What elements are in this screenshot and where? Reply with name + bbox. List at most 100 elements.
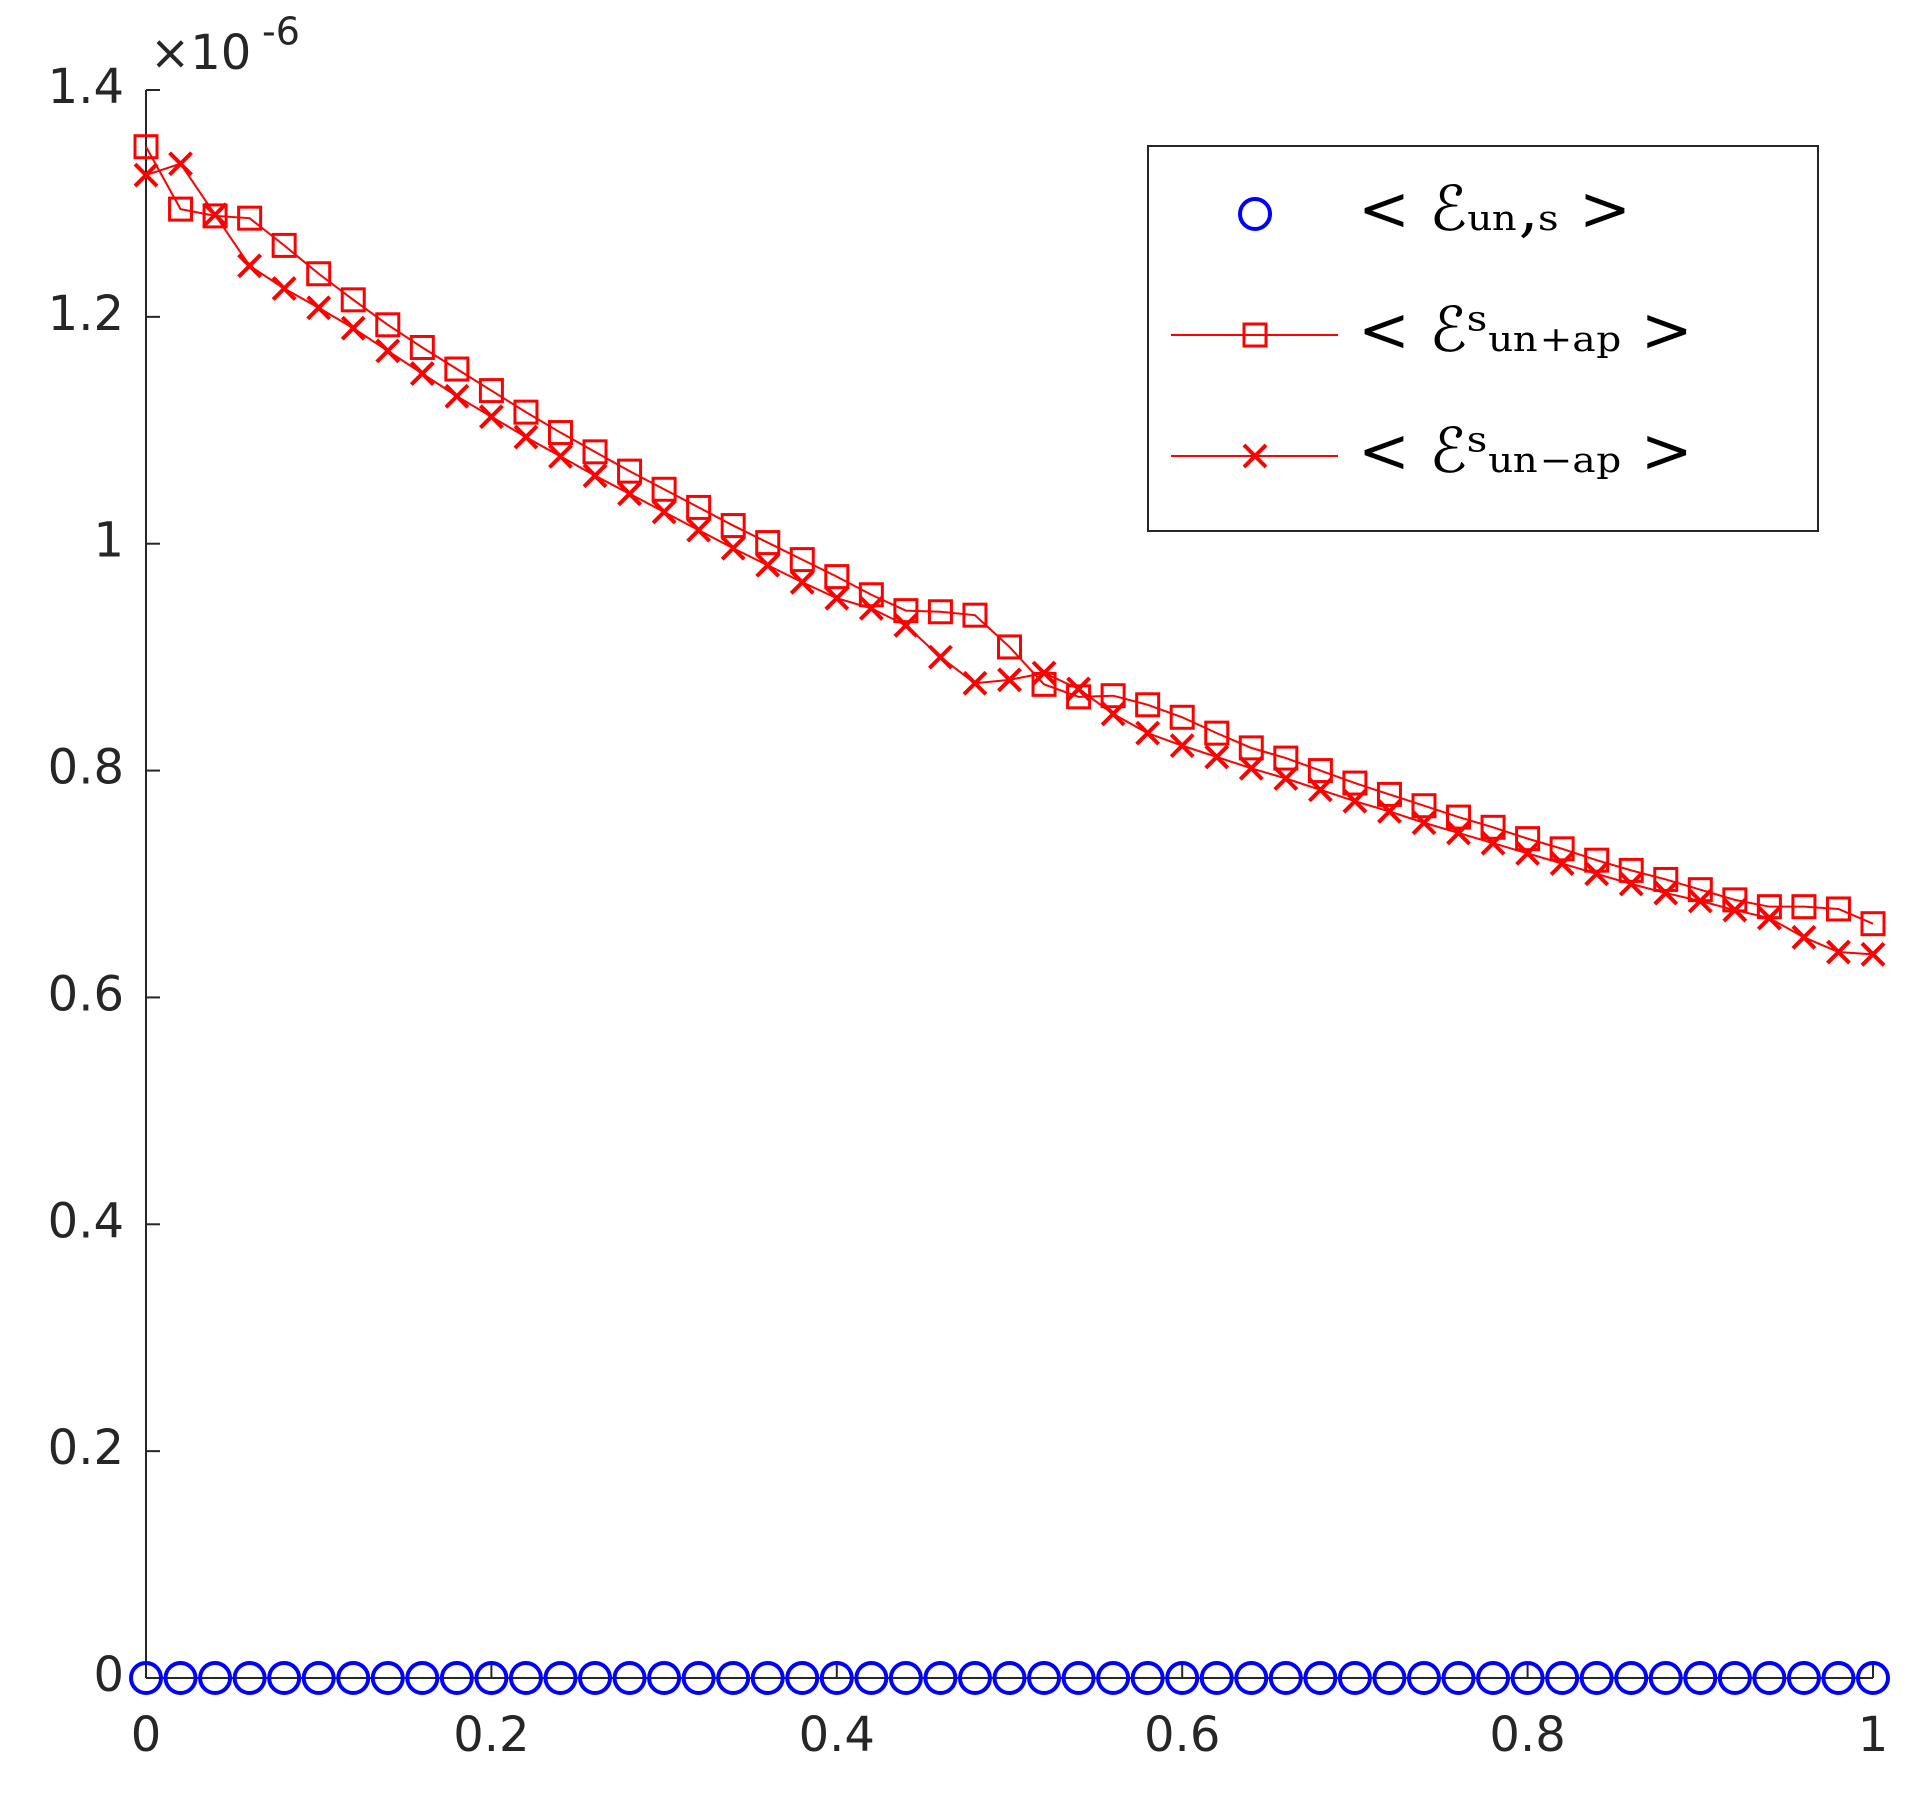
square-marker xyxy=(237,205,263,231)
circle-marker xyxy=(267,1661,302,1695)
x-marker xyxy=(444,383,470,409)
x-marker xyxy=(237,253,263,279)
x-marker xyxy=(755,552,781,578)
square-marker xyxy=(927,599,953,625)
x-marker xyxy=(1515,840,1541,866)
square-marker xyxy=(478,378,504,404)
square-marker xyxy=(1376,781,1402,807)
circle-marker xyxy=(129,1661,163,1695)
y-tick-label: 1.2 xyxy=(48,286,124,342)
circle-marker xyxy=(163,1661,198,1695)
x-marker xyxy=(1204,744,1230,770)
x-marker xyxy=(1411,810,1437,836)
circle-marker xyxy=(819,1661,854,1695)
x-marker xyxy=(409,361,435,386)
x-marker xyxy=(548,443,573,469)
square-marker xyxy=(1238,735,1264,761)
circle-marker xyxy=(1303,1661,1338,1695)
circle-marker xyxy=(1372,1661,1407,1695)
circle-marker xyxy=(1406,1661,1441,1695)
square-marker xyxy=(1242,322,1268,348)
legend-label: < ℰᵤₙ,ₛ > xyxy=(1358,172,1631,245)
circle-marker xyxy=(1476,1661,1511,1695)
square-marker xyxy=(755,530,781,556)
circle-marker xyxy=(232,1661,267,1695)
square-marker xyxy=(271,232,297,258)
circle-marker xyxy=(1856,1661,1890,1695)
x-tick-label: 1 xyxy=(1858,1707,1889,1763)
circle-marker xyxy=(1441,1661,1476,1695)
circle-marker xyxy=(750,1661,785,1695)
legend-box xyxy=(1147,145,1819,532)
x-marker xyxy=(1342,788,1368,814)
x-marker xyxy=(1687,888,1713,914)
square-marker xyxy=(547,420,573,446)
square-marker xyxy=(409,334,435,360)
legend-label: < ℰˢᵤₙ₊ₐₚ > xyxy=(1358,293,1693,366)
square-marker xyxy=(1549,836,1575,862)
x-marker xyxy=(1238,755,1264,781)
circle-marker xyxy=(370,1661,405,1695)
square-marker xyxy=(1135,692,1161,718)
square-marker xyxy=(651,476,677,502)
square-marker xyxy=(962,602,988,628)
square-marker xyxy=(513,399,539,425)
circle-marker xyxy=(992,1661,1027,1695)
square-marker xyxy=(1446,804,1472,830)
x-marker xyxy=(893,612,919,638)
square-marker xyxy=(997,634,1022,660)
y-tick-label: 1 xyxy=(93,513,124,569)
circle-marker xyxy=(1337,1661,1372,1695)
circle-marker xyxy=(957,1661,992,1695)
x-marker xyxy=(858,595,884,621)
circle-marker xyxy=(1268,1661,1303,1695)
circle-marker xyxy=(1786,1661,1821,1695)
x-marker xyxy=(1169,733,1195,759)
circle-marker xyxy=(1614,1661,1649,1695)
x-marker xyxy=(513,424,539,450)
circle-marker xyxy=(1165,1661,1200,1695)
x-tick-label: 0.4 xyxy=(799,1707,875,1763)
circle-marker xyxy=(1717,1661,1752,1695)
x-marker xyxy=(617,481,642,507)
x-marker xyxy=(202,202,228,228)
square-marker xyxy=(1515,826,1541,852)
y-tick-label: 0.6 xyxy=(48,966,124,1022)
square-marker xyxy=(1825,896,1851,922)
circle-marker xyxy=(474,1661,509,1695)
x-marker xyxy=(478,404,504,430)
circle-marker xyxy=(1234,1661,1269,1695)
x-marker xyxy=(375,338,401,364)
x-marker xyxy=(1135,720,1161,746)
square-marker xyxy=(168,196,194,222)
x-marker xyxy=(1100,701,1126,727)
x-marker xyxy=(1826,939,1851,965)
circle-marker xyxy=(1027,1661,1062,1695)
square-marker xyxy=(306,261,332,287)
x-marker xyxy=(1756,905,1782,931)
legend-label: < ℰˢᵤₙ₋ₐₚ > xyxy=(1358,414,1693,487)
circle-marker xyxy=(508,1661,543,1695)
square-marker xyxy=(1169,704,1195,730)
circle-marker xyxy=(1199,1661,1234,1695)
circle-marker xyxy=(1821,1661,1856,1695)
x-marker xyxy=(997,667,1022,693)
square-marker xyxy=(1273,745,1299,771)
x-marker xyxy=(1722,897,1748,923)
square-marker xyxy=(1100,683,1126,709)
circle-marker xyxy=(1545,1661,1580,1695)
x-tick-label: 0.6 xyxy=(1144,1707,1220,1763)
square-marker xyxy=(1307,758,1333,784)
circle-marker xyxy=(405,1661,440,1695)
x-tick-label: 0.8 xyxy=(1489,1707,1565,1763)
square-marker xyxy=(893,598,919,624)
x-tick-label: 0.2 xyxy=(453,1707,529,1763)
x-marker xyxy=(1549,851,1575,876)
y-tick-label: 1.4 xyxy=(48,59,124,115)
circle-marker xyxy=(301,1661,336,1695)
square-marker xyxy=(375,312,401,338)
x-marker xyxy=(1446,820,1471,846)
x-marker xyxy=(1653,880,1679,906)
circle-marker xyxy=(198,1661,233,1695)
